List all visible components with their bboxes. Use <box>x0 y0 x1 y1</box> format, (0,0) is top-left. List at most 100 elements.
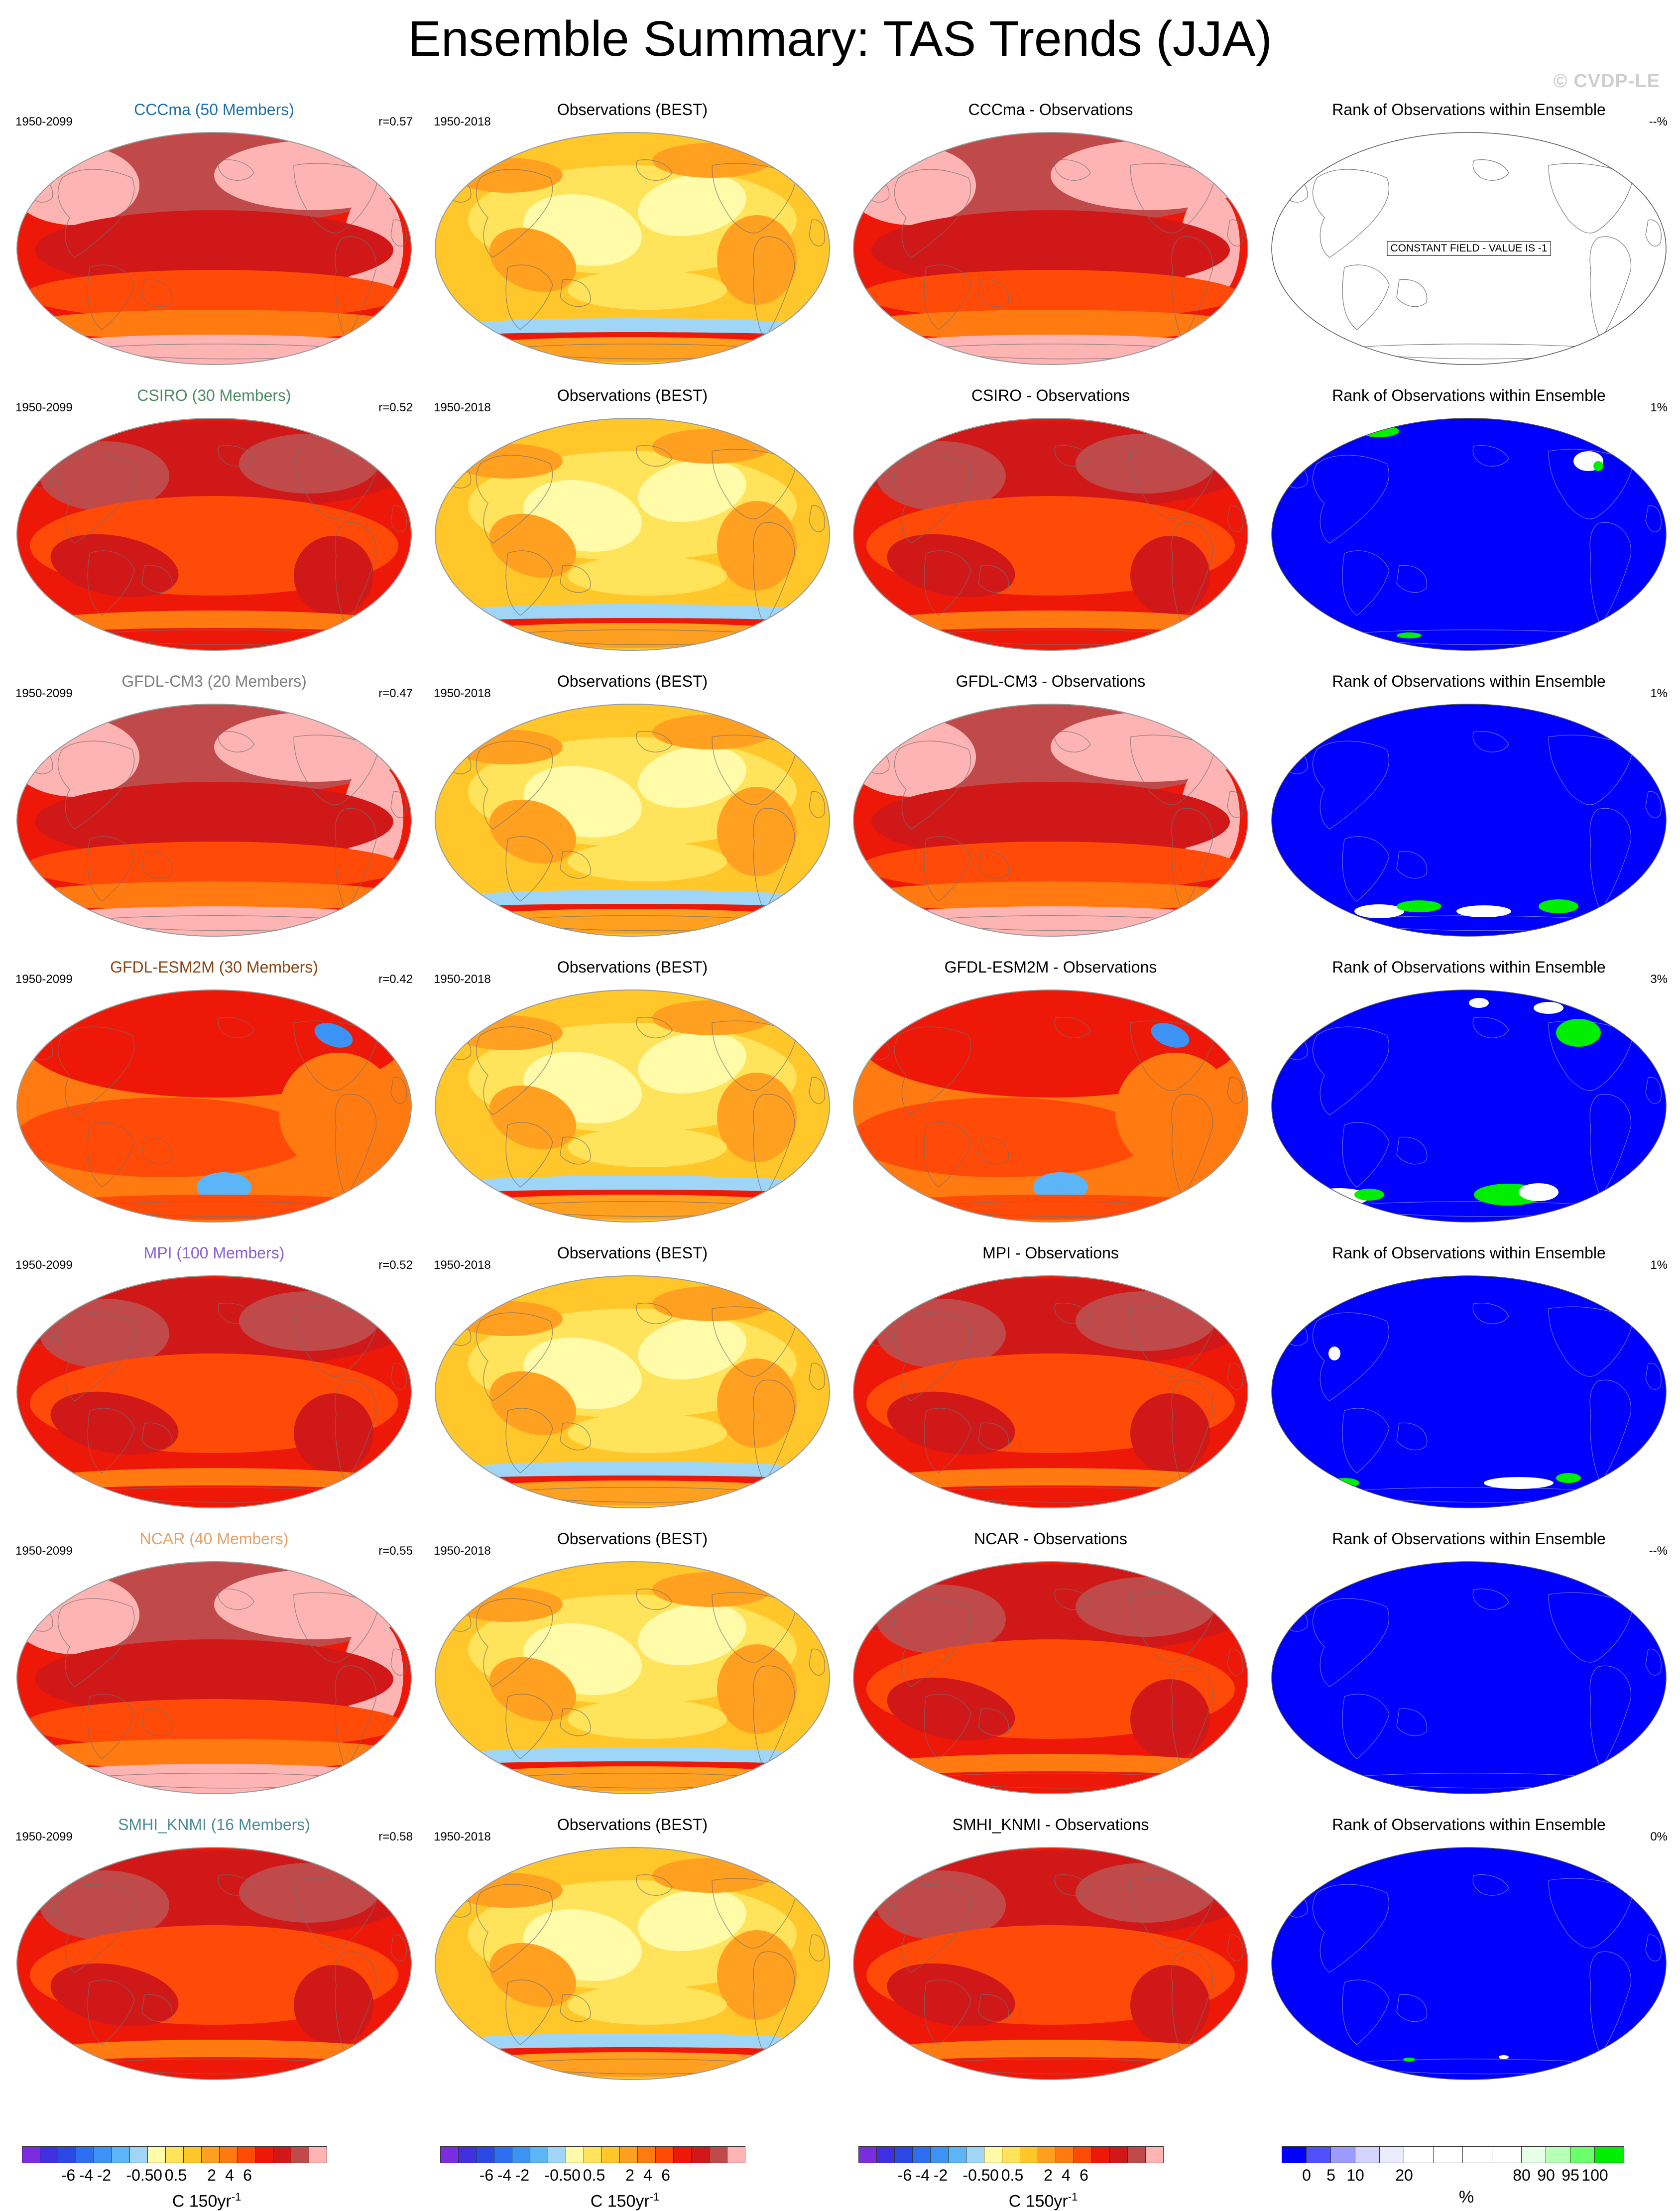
colorbar-swatches <box>858 2146 1164 2163</box>
colorbar-swatch <box>1020 2146 1038 2163</box>
panel-rank-row-0: Rank of Observations within Ensemble --% C… <box>1262 100 1676 378</box>
credit-watermark: © CVDP-LE <box>1553 71 1660 92</box>
panel-diff-row-0: CCCma - Observations <box>844 100 1257 378</box>
colorbar-swatch <box>1002 2146 1020 2163</box>
rank-stat-label: 1% <box>1650 687 1668 700</box>
panel-diff-row-5: NCAR - Observations <box>844 1529 1257 1808</box>
colorbar-swatch <box>76 2146 94 2163</box>
colorbar-swatch <box>948 2146 966 2163</box>
diff-map <box>851 130 1250 367</box>
colorbar-swatch <box>476 2146 494 2163</box>
colorbar-unit-text: C 150yr <box>1008 2192 1068 2211</box>
panel-model-row-0: CCCma (50 Members) 1950-2099 r=0.57 <box>7 100 421 378</box>
colorbar-tick-label: 0 <box>153 2166 162 2184</box>
colorbar-tick-label: -0.5 <box>126 2166 154 2184</box>
panel-diff-row-3: GFDL-ESM2M - Observations <box>844 957 1257 1236</box>
colorbar-swatch <box>1355 2146 1380 2163</box>
rank-panel-title: Rank of Observations within Ensemble <box>1332 386 1606 404</box>
colorbar-swatch <box>440 2146 459 2163</box>
obs-panel-title: Observations (BEST) <box>557 101 708 119</box>
panel-rank-row-2: Rank of Observations within Ensemble 1% <box>1262 671 1676 950</box>
colorbar-tick-label: 0.5 <box>164 2166 187 2184</box>
model-period-label: 1950-2099 <box>15 687 73 700</box>
colorbar-tick-label: -4 <box>497 2166 512 2184</box>
diff-map <box>851 1274 1250 1510</box>
colorbar-unit: C 150yr-1 <box>418 2187 832 2211</box>
colorbar-swatch <box>1594 2146 1624 2163</box>
colorbar-unit-exponent: -1 <box>231 2191 241 2203</box>
colorbar-swatch <box>1521 2146 1546 2163</box>
panel-rank-row-3: Rank of Observations within Ensemble 3% <box>1262 957 1676 1236</box>
colorbar-tick-label: -0.5 <box>962 2166 990 2184</box>
panel-obs-row-2: Observations (BEST) 1950-2018 <box>426 671 839 950</box>
colorbar-swatch <box>1145 2146 1164 2163</box>
panel-model-row-5: NCAR (40 Members) 1950-2099 r=0.55 <box>7 1529 421 1808</box>
colorbar-swatch <box>291 2146 309 2163</box>
colorbar-tick-label: 6 <box>243 2166 252 2184</box>
diff-panel-title: CSIRO - Observations <box>971 386 1130 404</box>
model-map <box>15 1274 413 1510</box>
colorbar-swatch <box>1492 2146 1522 2163</box>
model-period-label: 1950-2099 <box>15 1258 73 1272</box>
model-panel-title: MPI (100 Members) <box>143 1244 285 1262</box>
panel-rank-row-6: Rank of Observations within Ensemble 0% <box>1262 1815 1676 2093</box>
rank-panel-title: Rank of Observations within Ensemble <box>1332 1530 1606 1548</box>
model-period-label: 1950-2099 <box>15 401 73 414</box>
colorbar-tick-label: 80 <box>1513 2166 1531 2184</box>
colorbar-swatch <box>1091 2146 1110 2163</box>
colorbar-swatch <box>237 2146 255 2163</box>
colorbar-tick-label: 100 <box>1581 2166 1608 2184</box>
obs-panel-title: Observations (BEST) <box>557 1816 708 1834</box>
obs-map <box>433 1845 832 2082</box>
colorbar-tick-label: -2 <box>933 2166 948 2184</box>
rank-map <box>1270 988 1668 1225</box>
panel-rank-row-5: Rank of Observations within Ensemble --% <box>1262 1529 1676 1808</box>
rank-panel-title: Rank of Observations within Ensemble <box>1332 1816 1606 1834</box>
panel-model-row-6: SMHI_KNMI (16 Members) 1950-2099 r=0.58 <box>7 1815 421 2093</box>
obs-map <box>433 1274 832 1510</box>
colorbar-unit: % <box>1458 2188 1474 2207</box>
colorbar-swatch <box>1127 2146 1146 2163</box>
trend-colorbar-1: -6 -4 -2 -0.5 0 0.5 2 4 6 C 150yr-1 <box>418 2141 832 2211</box>
panel-diff-row-4: MPI - Observations <box>844 1243 1257 1522</box>
rank-panel-title: Rank of Observations within Ensemble <box>1332 101 1606 119</box>
model-stat-label: r=0.57 <box>378 115 413 128</box>
diff-panel-title: NCAR - Observations <box>974 1530 1127 1548</box>
colorbar-tick-label: 0.5 <box>1001 2166 1024 2184</box>
colorbar-tick-label: 0 <box>572 2166 581 2184</box>
colorbar-tick-label: 0 <box>1302 2166 1311 2184</box>
rank-map <box>1270 702 1668 939</box>
obs-map <box>433 702 832 939</box>
colorbar-swatches <box>1282 2146 1624 2163</box>
model-map <box>15 1845 413 2082</box>
colorbar-swatches <box>440 2146 745 2163</box>
panel-model-row-3: GFDL-ESM2M (30 Members) 1950-2099 r=0.42 <box>7 957 421 1236</box>
colorbar-swatch <box>255 2146 273 2163</box>
colorbar-tick-label: 4 <box>643 2166 652 2184</box>
rank-colorbar: 0 5 10 20 80 90 95 100% <box>1260 2141 1673 2207</box>
colorbar-tick-label: 10 <box>1346 2166 1364 2184</box>
colorbar-swatch <box>512 2146 530 2163</box>
colorbar-swatch <box>183 2146 202 2163</box>
colorbar-swatch <box>1404 2146 1434 2163</box>
colorbar-tick-label: 95 <box>1561 2166 1579 2184</box>
rank-stat-label: --% <box>1649 1544 1668 1558</box>
colorbar-tick-label: 20 <box>1395 2166 1413 2184</box>
model-panel-title: SMHI_KNMI (16 Members) <box>118 1816 310 1834</box>
colorbar-swatch <box>584 2146 602 2163</box>
obs-panel-title: Observations (BEST) <box>557 1244 708 1262</box>
colorbar-swatch <box>601 2146 620 2163</box>
colorbar-swatch <box>1074 2146 1092 2163</box>
colorbar-unit-exponent: -1 <box>1068 2191 1078 2203</box>
diff-panel-title: GFDL-CM3 - Observations <box>956 672 1146 690</box>
colorbar-tick-label: -6 <box>479 2166 494 2184</box>
colorbar-swatch <box>147 2146 166 2163</box>
model-map <box>15 702 413 939</box>
diff-panel-title: MPI - Observations <box>982 1244 1119 1262</box>
colorbar-tick-label: 90 <box>1537 2166 1555 2184</box>
colorbar-tick-label: -6 <box>897 2166 912 2184</box>
obs-map <box>433 1560 832 1796</box>
colorbar-swatch <box>309 2146 327 2163</box>
colorbar-tick-label: 2 <box>625 2166 634 2184</box>
model-panel-title: CSIRO (30 Members) <box>137 386 291 404</box>
